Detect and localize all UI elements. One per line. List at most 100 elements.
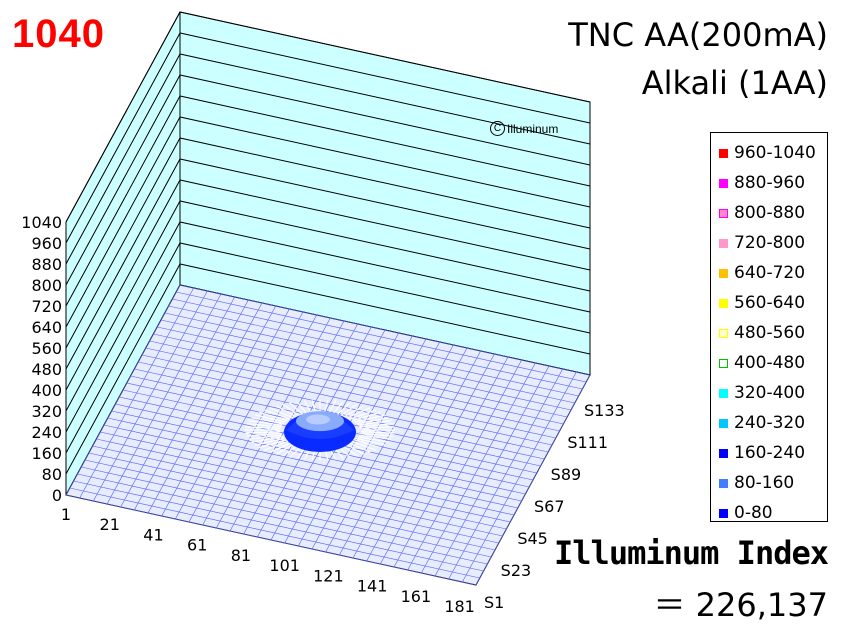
mesh-line [269,407,294,419]
y-tick-label: S133 [584,401,625,420]
mesh-line [248,420,283,426]
legend-label: 960-1040 [734,143,816,163]
legend-swatch [719,268,728,278]
z-tick-label: 720 [31,297,62,316]
x-tick-label: 41 [143,525,163,544]
mesh-line [264,409,291,420]
mesh-line [246,432,281,437]
legend-item: 0-80 [719,498,773,528]
mesh-line [357,420,392,426]
wall-gridline [65,200,591,412]
mesh-line [179,284,591,376]
legend-label: 320-400 [734,383,806,403]
legend-label: 160-240 [734,443,806,463]
mesh-line [343,405,365,418]
z-tick-label: 0 [52,486,62,505]
wall-gridline [65,137,591,349]
max-value-label: 1040 [12,12,105,56]
mesh-line [434,365,550,577]
z-tick-label: 960 [31,234,62,253]
legend-item: 320-400 [719,378,805,408]
mesh-line [359,431,395,434]
x-tick-label: 61 [187,536,207,555]
mesh-line [160,319,572,411]
mesh-line [248,434,283,440]
y-tick-label: S1 [484,593,504,612]
legend-swatch [719,508,728,518]
legend-swatch [719,148,728,158]
index-label: Illuminum Index [554,534,829,572]
x-tick-label: 101 [269,556,300,575]
mesh-line [356,417,389,425]
legend-swatch [719,208,728,218]
z-tick-label: 160 [31,444,62,463]
copyright-icon: C [490,121,505,136]
mesh-line [354,437,386,446]
z-tick-label: 880 [31,255,62,274]
mesh-line [264,440,291,451]
mesh-line [254,437,286,446]
legend-label: 880-960 [734,173,806,193]
mesh-line [251,435,284,443]
legend-label: 800-880 [734,203,806,223]
mesh-line [359,432,394,437]
y-tick-label: S67 [534,497,565,516]
legend-label: 720-800 [734,233,806,253]
z-tick-label: 640 [31,318,62,337]
z-tick-label: 560 [31,339,62,358]
wall-gridline [65,95,591,307]
legend-swatch [719,478,728,488]
y-tick-label: S23 [501,561,532,580]
mesh-line [259,438,288,449]
wall-gridline [65,263,591,475]
mesh-line [269,441,294,453]
z-tick-label: 480 [31,360,62,379]
wall-gridline [65,179,591,391]
title-line-2: Alkali (1AA) [641,64,828,102]
legend-item: 800-880 [719,198,805,228]
index-value: ＝ 226,137 [653,586,828,624]
legend-swatch [719,238,728,248]
wall-gridline [65,74,591,286]
mesh-line [254,414,286,423]
legend-label: 0-80 [734,503,773,523]
mesh-line [421,362,536,574]
x-tick-label: 121 [313,566,344,585]
legend-swatch [719,418,728,428]
legend-label: 80-160 [734,473,795,493]
mesh-line [346,441,371,453]
z-tick-label: 240 [31,423,62,442]
floor-mesh [65,284,591,586]
legend-swatch [719,448,728,458]
legend-item: 720-800 [719,228,805,258]
z-tick-label: 1040 [21,213,62,232]
y-tick-label: S45 [517,529,548,548]
mesh-line [331,401,344,416]
legend-swatch [719,298,728,308]
x-tick-label: 141 [357,577,388,596]
mesh-line [359,426,395,429]
mesh-line [282,403,301,417]
mesh-line [352,411,381,422]
wall-gridline [65,53,591,265]
legend-item: 240-320 [719,408,805,438]
mesh-line [176,291,587,383]
mesh-line [354,414,386,423]
legend-label: 400-480 [734,353,806,373]
mesh-line [349,409,376,420]
legend-item: 960-1040 [719,138,816,168]
watermark-text: Illuminum [507,121,559,136]
mesh-line [475,374,591,586]
legend-item: 160-240 [719,438,805,468]
wall-gridline [65,221,591,433]
x-tick-label: 21 [100,515,120,534]
mesh-line [164,312,575,404]
watermark: C Illuminum [490,121,558,136]
mesh-line [346,407,371,419]
mesh-line [339,403,358,417]
mesh-line [172,298,583,390]
z-tick-label: 800 [31,276,62,295]
z-tick-label: 80 [42,465,62,484]
